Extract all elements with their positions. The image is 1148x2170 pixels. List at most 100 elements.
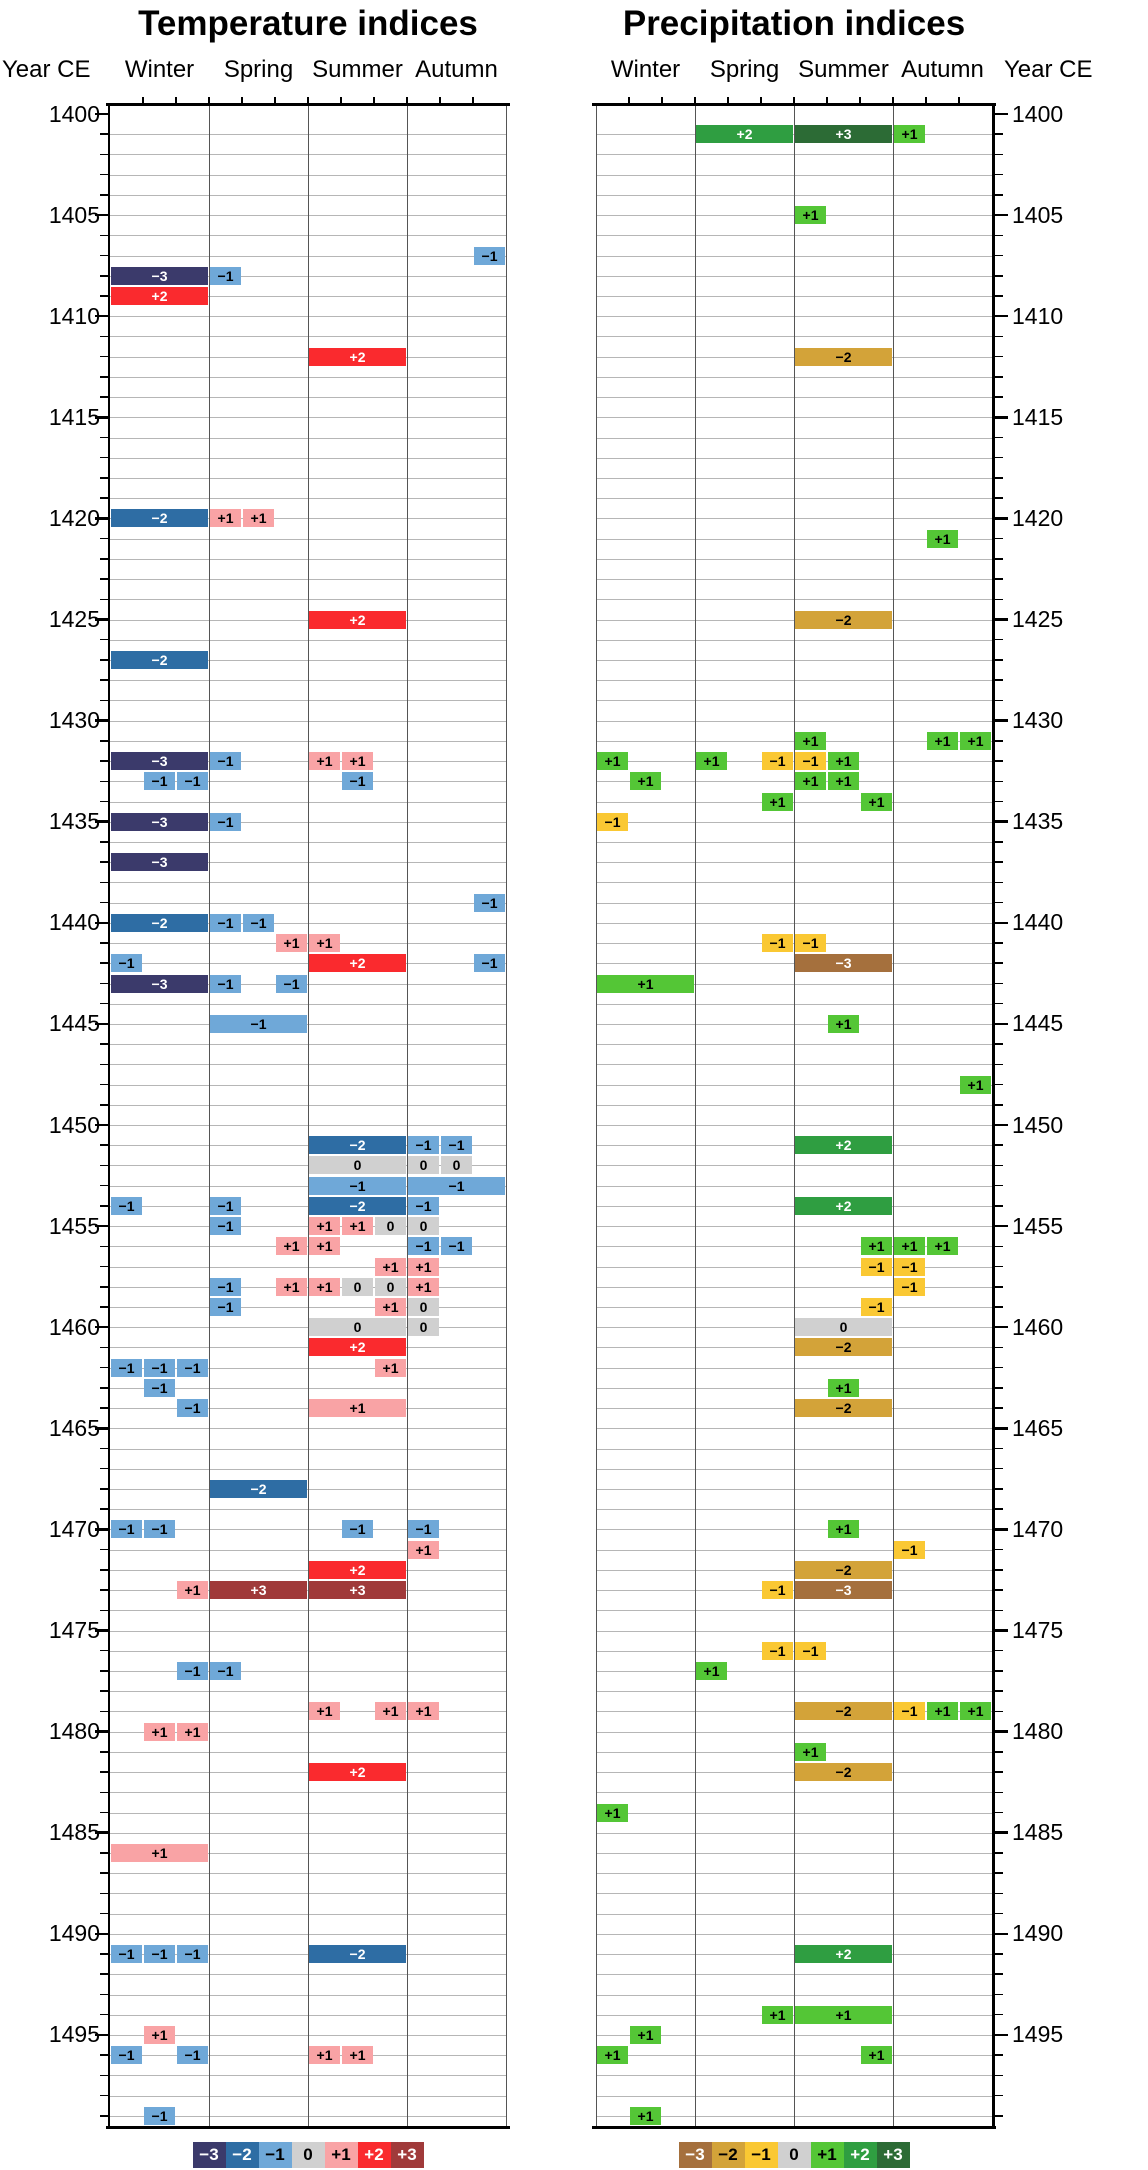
index-cell: −2	[795, 1338, 892, 1357]
month-tick	[925, 97, 927, 103]
year-minor-tick-left	[99, 1609, 108, 1612]
season-header-temperature-summer: Summer	[312, 56, 403, 83]
year-minor-tick-right	[994, 1953, 1003, 1955]
year-minor-tick-left	[99, 881, 108, 884]
index-cell: +1	[597, 752, 628, 770]
index-cell: −1	[795, 1641, 826, 1660]
year-minor-tick-left	[99, 1387, 108, 1389]
year-minor-tick-left	[99, 1508, 108, 1510]
index-cell: −1	[309, 1176, 406, 1195]
legend-swatch-temperature--1: −1	[258, 2142, 292, 2168]
year-minor-tick-left	[99, 477, 108, 479]
index-cell: +1	[597, 1803, 628, 1822]
index-cell: +1	[696, 752, 727, 770]
year-axis-label-right: 1460	[1012, 1313, 1064, 1340]
year-minor-tick-left	[99, 133, 108, 135]
index-cell: +3	[795, 125, 892, 144]
index-cell: +3	[309, 1581, 406, 1600]
year-minor-tick-left	[99, 2054, 108, 2056]
index-cell: −1	[762, 934, 793, 952]
index-cell: +1	[342, 2046, 373, 2065]
index-cell: +1	[597, 974, 694, 993]
year-minor-tick-right	[994, 780, 1003, 783]
year-major-tick-left	[94, 618, 108, 621]
index-cell: +1	[828, 1014, 859, 1033]
year-axis-label-left: 1420	[48, 504, 100, 531]
year-minor-tick-right	[994, 1205, 1003, 1207]
index-cell: +2	[309, 1338, 406, 1357]
index-cell: +2	[795, 1945, 892, 1963]
legend-swatch-temperature-1: +1	[324, 2142, 358, 2168]
index-cell: 0	[408, 1298, 439, 1316]
index-cell: −1	[861, 1298, 892, 1316]
year-axis-label-right: 1475	[1012, 1617, 1064, 1643]
year-major-tick-left	[94, 416, 108, 419]
index-cell: −1	[144, 1520, 175, 1539]
month-tick	[892, 97, 894, 103]
year-minor-tick-left	[99, 578, 108, 580]
year-minor-tick-left	[99, 1447, 108, 1450]
year-major-tick-right	[994, 1831, 1008, 1834]
index-cell: +1	[960, 1702, 991, 1721]
month-tick	[241, 97, 243, 103]
year-minor-tick-right	[994, 1892, 1003, 1895]
index-cell: −1	[276, 974, 307, 993]
year-axis-label-left: 1455	[48, 1212, 100, 1239]
year-major-tick-left	[94, 2033, 108, 2037]
year-minor-tick-right	[994, 497, 1003, 499]
panel-bottom-border	[592, 2126, 996, 2129]
legend-swatch-precipitation-3: +3	[876, 2142, 910, 2168]
index-cell: +1	[861, 792, 892, 811]
year-minor-tick-left	[99, 1993, 108, 1996]
year-major-tick-right	[994, 112, 1008, 116]
year-minor-tick-right	[994, 1852, 1003, 1854]
year-axis-label-left: 1400	[48, 100, 100, 127]
index-cell: +1	[309, 1399, 406, 1418]
year-minor-tick-left	[99, 1953, 108, 1955]
year-minor-tick-right	[994, 1872, 1003, 1874]
year-major-tick-left	[94, 1123, 108, 1127]
index-cell: −2	[309, 1136, 406, 1155]
index-cell: 0	[795, 1318, 892, 1337]
index-cell: 0	[408, 1318, 439, 1337]
year-minor-tick-right	[994, 355, 1003, 358]
year-minor-tick-right	[994, 1265, 1003, 1268]
month-tick	[406, 97, 408, 103]
year-minor-tick-left	[99, 497, 108, 499]
year-minor-tick-right	[994, 2054, 1003, 2056]
index-cell: +1	[894, 1237, 925, 1256]
season-separator-line	[209, 106, 210, 2126]
month-tick	[274, 97, 276, 103]
year-axis-label-right: 1440	[1012, 909, 1064, 936]
year-axis-label-left: 1440	[48, 909, 100, 936]
month-tick	[859, 97, 861, 103]
index-cell: −1	[474, 246, 505, 265]
year-minor-tick-left	[99, 1589, 108, 1591]
year-minor-tick-left	[99, 1265, 108, 1268]
index-cell: −1	[894, 1277, 925, 1296]
year-major-tick-right	[994, 416, 1008, 419]
year-minor-tick-left	[99, 1083, 108, 1086]
year-axis-label-left: 1475	[48, 1617, 100, 1643]
index-cell: +1	[927, 1702, 958, 1721]
index-cell: −2	[795, 347, 892, 366]
year-minor-tick-left	[99, 780, 108, 783]
year-major-tick-left	[94, 1831, 108, 1834]
index-cell: +2	[309, 610, 406, 629]
index-cell: −1	[177, 2046, 208, 2065]
index-cell: +1	[960, 1075, 991, 1094]
index-cell: +1	[828, 752, 859, 770]
season-separator-line	[794, 106, 795, 2126]
year-minor-tick-right	[994, 234, 1003, 237]
year-minor-tick-right	[994, 1447, 1003, 1450]
year-axis-label-left: 1485	[48, 1819, 100, 1846]
year-minor-tick-right	[994, 679, 1003, 681]
index-cell: −3	[111, 853, 208, 872]
year-minor-tick-right	[994, 1346, 1003, 1349]
year-minor-tick-left	[99, 2115, 108, 2117]
year-minor-tick-right	[994, 1771, 1003, 1773]
year-axis-label-right: 1410	[1012, 302, 1064, 329]
year-major-tick-right	[994, 1123, 1008, 1127]
index-cell: +1	[762, 2005, 793, 2024]
